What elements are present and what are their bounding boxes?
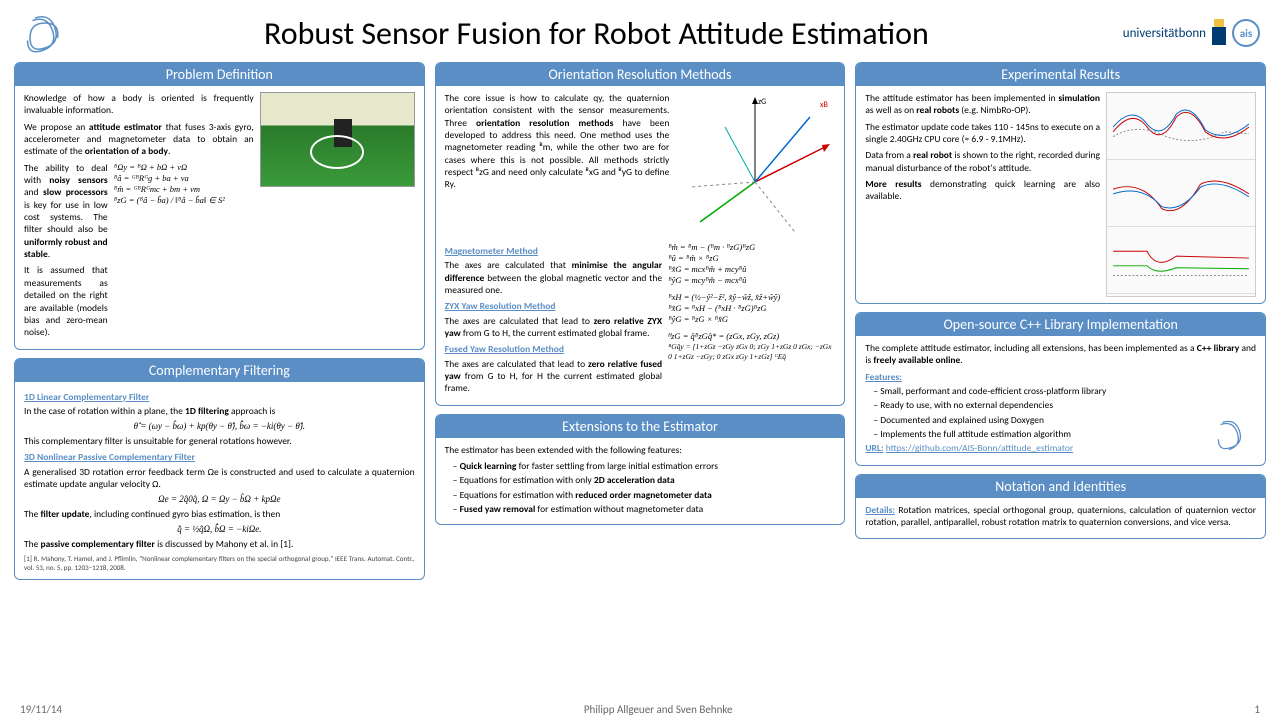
formula: ᴮŷG = mcyᴮm̂ − mcxᴮû: [668, 275, 835, 286]
formula: ᴮΩy = ᴮΩ + bΩ + vΩ: [114, 162, 254, 173]
text: The passive complementary filter is disc…: [24, 538, 415, 550]
subhead: Features:: [865, 371, 1256, 383]
formula: ᴮxH = (½−ŷ²−ẑ², x̂ŷ−ŵẑ, x̂ẑ+ŵŷ): [668, 292, 835, 303]
list-item: Implements the full attitude estimation …: [873, 428, 1256, 440]
results-panel: Experimental Results The attitude estima…: [855, 62, 1266, 304]
formula: ᴮŷG = ᴮzG × ᴮx̂G: [668, 314, 835, 325]
text: In the case of rotation within a plane, …: [24, 405, 415, 417]
header: Robust Sensor Fusion for Robot Attitude …: [0, 0, 1280, 62]
footer-authors: Philipp Allgeuer and Sven Behnke: [584, 703, 733, 716]
url-line: URL: https://github.com/AIS-Bonn/attitud…: [865, 442, 1256, 454]
footer-date: 19/11/14: [20, 703, 62, 716]
text: The ability to deal with noisy sensors a…: [24, 162, 108, 261]
text: A generalised 3D rotation error feedback…: [24, 466, 415, 491]
text: Details: Rotation matrices, special orth…: [865, 504, 1256, 529]
knot-logo-left: [20, 8, 70, 58]
formula: q̇̂ = ½q̂Ω, b̂̇Ω = −kiΩe.: [24, 524, 415, 536]
subhead: Fused Yaw Resolution Method: [445, 343, 662, 355]
text: The complete attitude estimator, includi…: [865, 342, 1256, 367]
panel-header: Complementary Filtering: [15, 359, 424, 382]
simulation-image: [260, 92, 415, 187]
formula: Ωe = 2q̂0q̂, Ω = Ωy − b̂Ω + kpΩe: [24, 494, 415, 506]
axes-diagram: xB zG: [675, 92, 835, 242]
text: It is assumed that measurements as detai…: [24, 264, 108, 338]
formula: ᴮâ = ᴳᴮRᴳg + ba + va: [114, 173, 254, 184]
subhead: ZYX Yaw Resolution Method: [445, 300, 662, 312]
subhead: 3D Nonlinear Passive Complementary Filte…: [24, 451, 415, 463]
library-panel: Open-source C++ Library Implementation T…: [855, 312, 1266, 466]
text: The estimator has been extended with the…: [445, 444, 836, 456]
text: This complementary filter is unsuitable …: [24, 435, 415, 447]
formula: ᴮzG = (ᴮâ − b̂a) / ‖ᴮâ − b̂a‖ ∈ S²: [114, 195, 254, 206]
list-item: Documented and explained using Doxygen: [873, 414, 1256, 426]
footer-page: 1: [1254, 703, 1260, 716]
list-item: Equations for estimation with only 2D ac…: [453, 474, 836, 486]
feature-list: Small, performant and code-efficient cro…: [865, 385, 1256, 440]
panel-header: Notation and Identities: [856, 475, 1265, 498]
left-column: Problem Definition Knowledge of how a bo…: [14, 62, 425, 580]
citation: [1] R. Mahony, T. Hamel, and J. Pflimlin…: [24, 554, 415, 572]
notation-panel: Notation and Identities Details: Rotatio…: [855, 474, 1266, 540]
text: The axes are calculated that minimise th…: [445, 259, 662, 296]
svg-text:zG: zG: [758, 97, 766, 107]
page-title: Robust Sensor Fusion for Robot Attitude …: [70, 14, 1123, 53]
text: The axes are calculated that lead to zer…: [445, 315, 662, 340]
panel-header: Orientation Resolution Methods: [436, 63, 845, 86]
formula: ᴴzG = q̂ᴮzGq̂* = (zGx, zGy, zGz): [668, 331, 835, 342]
orientation-panel: Orientation Resolution Methods xB zG The…: [435, 62, 846, 406]
text: The axes are calculated that lead to zer…: [445, 358, 662, 395]
footer: 19/11/14 Philipp Allgeuer and Sven Behnk…: [0, 703, 1280, 716]
main-columns: Problem Definition Knowledge of how a bo…: [0, 62, 1280, 580]
formula: θ̇̂ = (ωy − b̂ω) + kp(θy − θ̂), b̂̇ω = −…: [24, 421, 415, 433]
ais-logo: ais: [1232, 19, 1260, 47]
knot-icon: [1210, 414, 1252, 456]
problem-panel: Problem Definition Knowledge of how a bo…: [14, 62, 425, 350]
list-item: Small, performant and code-efficient cro…: [873, 385, 1256, 397]
formula: ᴮx̂G = mcxᴮm̂ + mcyᴮû: [668, 264, 835, 275]
panel-header: Open-source C++ Library Implementation: [856, 313, 1265, 336]
feature-list: Quick learning for faster settling from …: [445, 460, 836, 515]
list-item: Equations for estimation with reduced or…: [453, 489, 836, 501]
panel-header: Problem Definition: [15, 63, 424, 86]
formula: ᴮm̂ = ᴮm − (ᴮm · ᴮzG)ᴮzG: [668, 242, 835, 253]
formula: ᴮGq̂y = [1+zGz −zGy zGx 0; zGy 1+zGz 0 z…: [668, 342, 835, 362]
subhead: Magnetometer Method: [445, 245, 662, 257]
uni-logo: universitätbonn ais: [1123, 19, 1260, 47]
panel-header: Extensions to the Estimator: [436, 415, 845, 438]
list-item: Quick learning for faster settling from …: [453, 460, 836, 472]
list-item: Fused yaw removal for estimation without…: [453, 503, 836, 515]
list-item: Ready to use, with no external dependenc…: [873, 399, 1256, 411]
formula: ᴮx̂G = ᴮxH − (ᴮxH · ᴮzG)ᴮzG: [668, 303, 835, 314]
complementary-panel: Complementary Filtering 1D Linear Comple…: [14, 358, 425, 580]
results-charts: [1106, 92, 1256, 297]
text: The filter update, including continued g…: [24, 508, 415, 520]
panel-header: Experimental Results: [856, 63, 1265, 86]
github-link[interactable]: https://github.com/AIS-Bonn/attitude_est…: [886, 442, 1073, 454]
formula: ᴮm̂ = ᴳᴮRᴳmc + bm + vm: [114, 184, 254, 195]
middle-column: Orientation Resolution Methods xB zG The…: [435, 62, 846, 580]
subhead: 1D Linear Complementary Filter: [24, 391, 415, 403]
formula: ᴮû = ᴮm̂ × ᴮzG: [668, 253, 835, 264]
right-column: Experimental Results The attitude estima…: [855, 62, 1266, 580]
svg-text:xB: xB: [820, 100, 828, 110]
extensions-panel: Extensions to the Estimator The estimato…: [435, 414, 846, 525]
